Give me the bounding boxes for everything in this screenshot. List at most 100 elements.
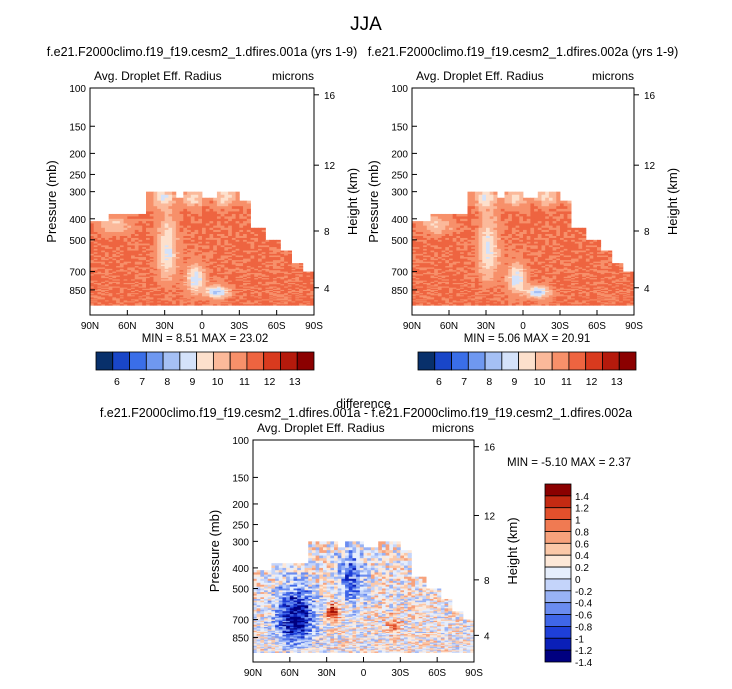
data-cell (216, 252, 222, 255)
data-cell (149, 275, 154, 278)
data-cell (160, 281, 166, 284)
data-cell (90, 274, 95, 276)
data-cell (119, 284, 124, 286)
data-cell (116, 221, 121, 224)
data-cell (198, 197, 203, 202)
data-cell (179, 266, 184, 268)
data-cell (119, 252, 124, 255)
data-cell (131, 298, 136, 300)
data-cell (202, 261, 207, 264)
data-cell (183, 292, 188, 294)
data-cell (467, 304, 472, 306)
data-cell (149, 287, 154, 290)
data-cell (194, 283, 199, 285)
data-cell (112, 268, 117, 271)
data-cell (101, 303, 106, 305)
data-cell (134, 288, 139, 291)
data-cell (202, 296, 207, 298)
data-cell (235, 218, 240, 222)
data-cell (190, 225, 195, 229)
data-cell (213, 258, 218, 261)
data-cell (209, 300, 214, 302)
data-cell (127, 278, 132, 280)
data-cell (172, 264, 177, 267)
data-cell (127, 234, 132, 237)
data-cell (175, 206, 180, 210)
data-cell (168, 299, 173, 301)
data-cell (108, 294, 113, 296)
data-cell (134, 275, 139, 278)
data-cell (205, 293, 210, 295)
data-cell (101, 223, 106, 227)
data-cell (183, 278, 188, 280)
data-cell (149, 211, 154, 215)
data-cell (131, 263, 136, 265)
data-cell (104, 243, 110, 246)
data-cell (138, 235, 143, 239)
data-cell (168, 213, 173, 217)
data-cell (104, 276, 110, 279)
data-cell (209, 268, 214, 271)
data-cell (157, 194, 162, 199)
data-cell (112, 293, 117, 295)
data-cell (194, 267, 199, 270)
data-cell (216, 208, 222, 212)
data-cell (216, 253, 222, 256)
data-cell (116, 297, 121, 299)
data-cell (134, 266, 139, 268)
data-cell (235, 191, 240, 196)
data-cell (228, 191, 233, 196)
data-cell (205, 295, 210, 297)
data-cell (187, 287, 192, 290)
data-cell (160, 263, 166, 265)
data-cell (101, 270, 106, 272)
data-cell (190, 266, 195, 268)
data-cell (213, 255, 218, 258)
data-cell (123, 302, 128, 304)
data-cell (131, 227, 136, 231)
data-cell (90, 285, 95, 287)
data-cell (142, 285, 147, 287)
data-cell (231, 221, 236, 224)
data-cell (228, 200, 233, 204)
data-cell (104, 221, 110, 224)
data-cell (164, 194, 169, 199)
data-cell (168, 235, 173, 239)
data-cell (104, 261, 110, 264)
data-cell (220, 248, 225, 251)
data-cell (172, 270, 177, 272)
data-cell (175, 285, 180, 287)
data-cell (205, 258, 210, 261)
data-cell (112, 225, 117, 229)
data-cell (101, 300, 106, 302)
data-cell (119, 227, 124, 231)
data-cell (157, 278, 162, 280)
data-cell (160, 267, 166, 270)
data-cell (172, 235, 177, 239)
data-cell (183, 260, 188, 263)
data-cell (179, 234, 184, 237)
data-cell (231, 208, 236, 212)
data-cell (164, 235, 169, 239)
data-cell (160, 276, 166, 279)
data-cell (198, 227, 203, 231)
data-cell (142, 213, 147, 217)
data-cell (119, 250, 124, 253)
data-cell (119, 245, 124, 248)
data-cell (142, 288, 147, 291)
data-cell (205, 237, 210, 241)
data-cell (224, 243, 229, 246)
data-cell (146, 248, 151, 251)
data-cell (202, 295, 207, 297)
data-cell (116, 301, 121, 303)
data-cell (202, 197, 207, 202)
data-cell (486, 197, 491, 202)
data-cell (220, 225, 225, 229)
data-cell (172, 298, 177, 300)
data-cell (187, 292, 192, 294)
data-cell (187, 235, 192, 239)
data-cell (131, 271, 136, 274)
data-cell (205, 266, 210, 268)
data-cell (127, 271, 132, 274)
data-cell (209, 239, 214, 243)
